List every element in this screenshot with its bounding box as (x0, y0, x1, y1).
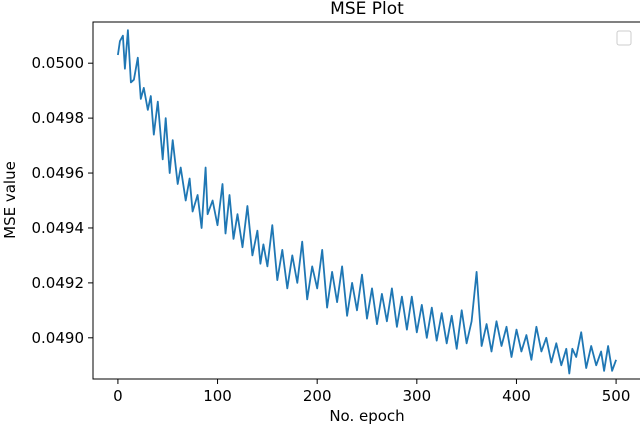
x-tick-label: 0 (113, 387, 123, 405)
y-tick-label: 0.0496 (32, 164, 85, 182)
y-tick-label: 0.0492 (32, 274, 85, 292)
y-axis: 0.0490 0.0492 0.0494 0.0496 0.0498 0.0500 (32, 54, 93, 347)
y-tick-label: 0.0494 (32, 219, 85, 237)
x-tick-label: 100 (203, 387, 232, 405)
y-tick-label: 0.0500 (32, 54, 85, 72)
plot-frame (92, 21, 640, 380)
series-group (117, 29, 617, 375)
series-line (117, 29, 617, 375)
y-tick-label: 0.0498 (32, 109, 85, 127)
plot-area (92, 21, 640, 380)
legend-box (616, 30, 632, 46)
x-tick-label: 200 (303, 387, 332, 405)
x-tick-label: 300 (402, 387, 431, 405)
x-tick-label: 500 (602, 387, 631, 405)
x-axis-label: No. epoch (329, 407, 404, 425)
y-axis-label: MSE value (1, 161, 19, 239)
chart-title: MSE Plot (330, 0, 404, 19)
y-tick-label: 0.0490 (32, 329, 85, 347)
x-tick-label: 400 (502, 387, 531, 405)
x-axis: 0 100 200 300 400 500 (113, 379, 630, 405)
